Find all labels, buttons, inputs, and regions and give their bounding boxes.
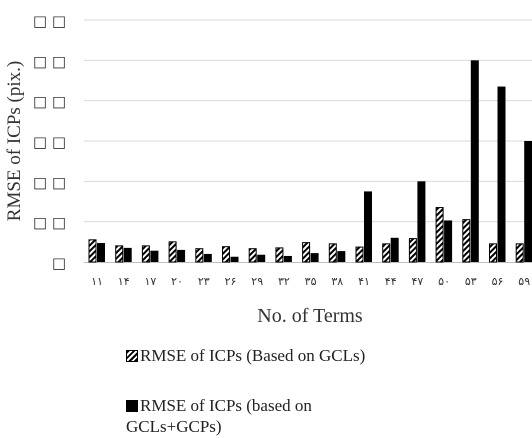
bar-gcls-gcps: [417, 181, 426, 262]
y-tick-label: □: [52, 254, 66, 272]
x-tick-label: ۲۶: [225, 275, 237, 288]
x-tick-label: ۴۷: [411, 275, 423, 288]
bar-gcls: [88, 239, 97, 263]
y-tick-label: □ □: [33, 12, 66, 30]
y-axis-label: RMSE of ICPs (pix.): [4, 61, 25, 221]
bar-gcls: [408, 238, 417, 263]
bar-gcls-gcps: [390, 237, 399, 262]
y-axis-ticks: □ □ □ □ □ □ □ □ □ □ □ □ □: [33, 12, 66, 272]
bar-gcls-gcps: [177, 249, 186, 262]
bar-gcls-gcps: [470, 60, 479, 263]
y-tick-label: □ □: [33, 173, 66, 191]
bar-gcls-gcps: [150, 250, 159, 262]
bar-gcls-gcps: [123, 247, 132, 262]
bar-gcls: [115, 245, 124, 263]
bar-gcls: [462, 219, 471, 263]
legend-item-gcls: RMSE of ICPs (Based on GCLs): [126, 345, 365, 366]
bar-gcls: [515, 243, 524, 263]
x-tick-label: ۲۰: [171, 275, 183, 288]
bar-gcls: [382, 243, 391, 263]
x-tick-label: ۲۹: [251, 275, 263, 288]
bar-gcls-gcps: [444, 220, 453, 262]
x-tick-label: ۲۳: [198, 275, 210, 288]
bar-gcls: [355, 246, 364, 263]
x-tick-label: ۳۲: [278, 275, 290, 288]
bar-gcls: [328, 243, 337, 263]
bar-gcls-gcps: [230, 256, 239, 262]
x-tick-label: ۵۳: [465, 275, 477, 288]
y-tick-label: □ □: [33, 133, 66, 151]
bar-gcls-gcps: [257, 254, 266, 262]
x-axis-label: No. of Terms: [257, 305, 363, 327]
bar-gcls-gcps: [337, 251, 346, 262]
x-axis-ticks: ۱۱ ۱۴ ۱۷ ۲۰ ۲۳ ۲۶ ۲۹ ۳۲ ۳۵ ۳۸ ۴۱ ۴۴ ۴۷ ۵۰ ۵۳ ۵۶ ۵۹: [91, 275, 530, 288]
bar-gcls-gcps: [283, 255, 292, 262]
y-tick-label: □ □: [33, 214, 66, 232]
legend-label-gcls-gcps: RMSE of ICPs (based on GCLs+GCPs): [126, 396, 312, 436]
gridlines: [84, 19, 532, 263]
bar-gcls: [275, 247, 284, 263]
legend-label-gcls: RMSE of ICPs (Based on GCLs): [140, 346, 366, 365]
legend-swatch-solid: [126, 400, 138, 412]
x-tick-label: ۵۶: [492, 275, 504, 288]
bar-gcls-gcps: [524, 141, 532, 262]
bar-gcls: [435, 207, 444, 263]
bar-gcls-gcps: [203, 253, 212, 262]
bar-gcls: [302, 242, 311, 263]
y-tick-label: □ □: [33, 93, 66, 111]
bar-gcls: [248, 248, 257, 263]
y-tick-label: □ □: [33, 52, 66, 70]
x-tick-label: ۳۸: [331, 275, 343, 288]
bar-gcls: [141, 245, 150, 263]
bar-gcls-gcps: [497, 86, 506, 262]
bar-gcls: [222, 246, 230, 263]
x-tick-label: ۳۵: [305, 275, 317, 288]
x-tick-label: ۴۴: [385, 275, 397, 288]
legend-item-gcls-gcps: RMSE of ICPs (based on GCLs+GCPs): [126, 395, 376, 437]
x-tick-label: ۱۴: [118, 275, 130, 288]
x-tick-label: ۴۱: [358, 275, 370, 288]
bars: [88, 60, 532, 263]
bar-gcls: [168, 241, 177, 263]
bar-gcls-gcps: [364, 191, 372, 262]
legend-swatch-hatched: [126, 350, 138, 362]
x-tick-label: ۵۹: [518, 275, 530, 288]
bar-gcls: [195, 248, 204, 263]
x-tick-label: ۱۷: [144, 275, 156, 288]
bar-gcls-gcps: [310, 253, 319, 262]
bar-gcls-gcps: [97, 243, 105, 262]
x-tick-label: ۵۰: [438, 275, 450, 288]
bar-gcls: [489, 243, 497, 263]
x-tick-label: ۱۱: [91, 275, 103, 288]
